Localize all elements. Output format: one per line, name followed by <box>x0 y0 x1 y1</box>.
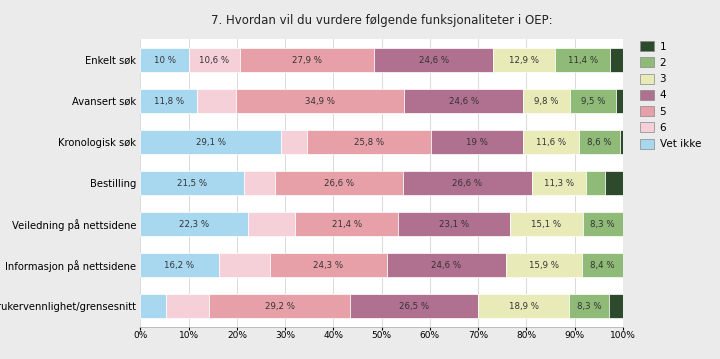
Text: 21,4 %: 21,4 % <box>332 220 362 229</box>
Text: 34,9 %: 34,9 % <box>305 97 335 106</box>
Text: 24,3 %: 24,3 % <box>313 261 343 270</box>
Bar <box>275 171 403 195</box>
Bar <box>398 212 510 237</box>
Bar <box>505 253 582 278</box>
Bar <box>140 130 281 154</box>
Text: 24,6 %: 24,6 % <box>418 56 449 65</box>
Bar <box>374 48 493 72</box>
Bar <box>493 48 555 72</box>
Bar <box>579 130 621 154</box>
Bar <box>523 130 579 154</box>
Text: 8,3 %: 8,3 % <box>590 220 615 229</box>
Bar <box>555 48 611 72</box>
Bar <box>236 89 404 113</box>
Bar <box>510 212 582 237</box>
Text: 29,2 %: 29,2 % <box>265 302 294 311</box>
Text: 8,4 %: 8,4 % <box>590 261 615 270</box>
Bar <box>431 130 523 154</box>
Bar <box>606 171 623 195</box>
Text: 16,2 %: 16,2 % <box>164 261 194 270</box>
Text: 11,4 %: 11,4 % <box>567 56 598 65</box>
Bar <box>404 89 523 113</box>
Text: 26,5 %: 26,5 % <box>399 302 429 311</box>
Text: 27,9 %: 27,9 % <box>292 56 322 65</box>
Bar <box>621 130 623 154</box>
Text: 9,5 %: 9,5 % <box>581 97 606 106</box>
Text: 21,5 %: 21,5 % <box>177 178 207 188</box>
Bar <box>611 48 623 72</box>
Bar <box>531 171 586 195</box>
Bar <box>570 294 609 318</box>
Bar <box>270 253 387 278</box>
Text: 19 %: 19 % <box>466 137 488 146</box>
Legend: 1, 2, 3, 4, 5, 6, Vet ikke: 1, 2, 3, 4, 5, 6, Vet ikke <box>638 39 703 151</box>
Bar <box>244 171 275 195</box>
Text: 10,6 %: 10,6 % <box>199 56 229 65</box>
Bar <box>140 253 219 278</box>
Text: 15,9 %: 15,9 % <box>529 261 559 270</box>
Bar <box>295 212 398 237</box>
Text: 11,8 %: 11,8 % <box>154 97 184 106</box>
Text: 11,3 %: 11,3 % <box>544 178 574 188</box>
Bar <box>210 294 350 318</box>
Bar <box>616 89 623 113</box>
Text: 25,8 %: 25,8 % <box>354 137 384 146</box>
Bar <box>248 212 295 237</box>
Text: 29,1 %: 29,1 % <box>196 137 225 146</box>
Text: 8,3 %: 8,3 % <box>577 302 602 311</box>
Text: 26,6 %: 26,6 % <box>324 178 354 188</box>
Bar <box>140 294 166 318</box>
Bar <box>582 253 623 278</box>
Bar <box>140 48 189 72</box>
Bar <box>582 212 623 237</box>
Bar <box>166 294 210 318</box>
Bar <box>350 294 478 318</box>
Bar <box>586 171 606 195</box>
Bar <box>478 294 570 318</box>
Text: 22,3 %: 22,3 % <box>179 220 210 229</box>
Text: 26,6 %: 26,6 % <box>452 178 482 188</box>
Text: 24,6 %: 24,6 % <box>431 261 462 270</box>
Bar <box>140 171 244 195</box>
Text: 24,6 %: 24,6 % <box>449 97 479 106</box>
Bar <box>140 212 248 237</box>
Bar <box>307 130 431 154</box>
Bar <box>570 89 616 113</box>
Text: 15,1 %: 15,1 % <box>531 220 562 229</box>
Bar <box>609 294 623 318</box>
Bar <box>140 89 197 113</box>
Bar <box>189 48 240 72</box>
Text: 12,9 %: 12,9 % <box>509 56 539 65</box>
Text: 8,6 %: 8,6 % <box>588 137 612 146</box>
Bar <box>523 89 570 113</box>
Text: 11,6 %: 11,6 % <box>536 137 566 146</box>
Bar <box>240 48 374 72</box>
Text: 7. Hvordan vil du vurdere følgende funksjonaliteter i OEP:: 7. Hvordan vil du vurdere følgende funks… <box>211 14 552 27</box>
Text: 10 %: 10 % <box>153 56 176 65</box>
Bar <box>403 171 531 195</box>
Bar <box>197 89 236 113</box>
Bar <box>281 130 307 154</box>
Bar <box>219 253 270 278</box>
Text: 23,1 %: 23,1 % <box>439 220 469 229</box>
Bar <box>387 253 505 278</box>
Text: 9,8 %: 9,8 % <box>534 97 559 106</box>
Text: 18,9 %: 18,9 % <box>508 302 539 311</box>
